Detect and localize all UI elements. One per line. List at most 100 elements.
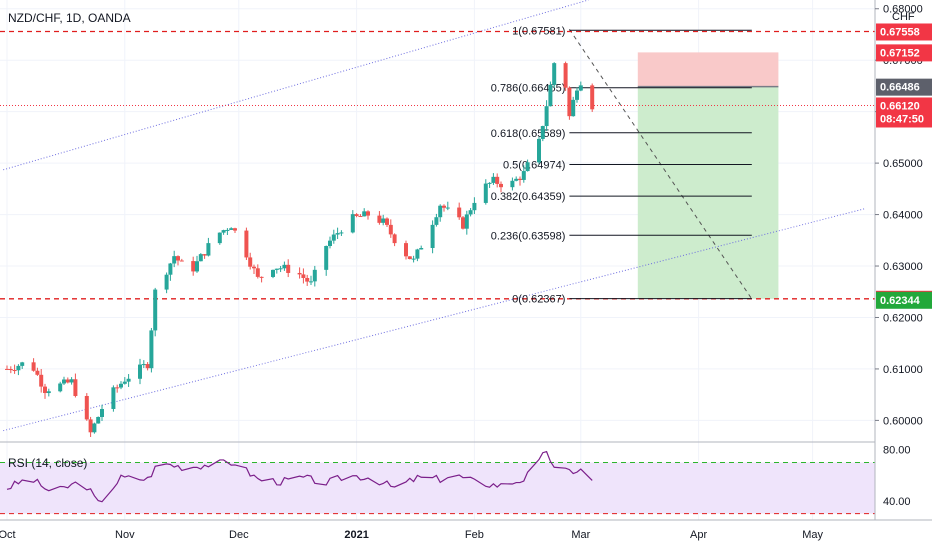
candle-body xyxy=(100,408,104,417)
candle-body xyxy=(252,266,256,269)
candle-body xyxy=(514,178,519,181)
price-badge xyxy=(876,97,932,128)
candle-body xyxy=(172,256,177,264)
time-tick-label: Apr xyxy=(690,529,707,541)
candle-body xyxy=(297,272,302,275)
rsi-tick-label: 40.00 xyxy=(883,496,911,508)
candle-body xyxy=(388,224,393,235)
price-badge xyxy=(876,78,932,96)
candle-body xyxy=(282,264,287,269)
candle-body xyxy=(115,387,120,389)
fib-label: 0.5(0.64974) xyxy=(503,159,565,171)
time-tick-label: May xyxy=(802,529,823,541)
candle-body xyxy=(225,229,230,231)
candle-body xyxy=(274,268,279,270)
candle-body xyxy=(385,218,389,225)
candle-body xyxy=(518,178,522,180)
candle-body xyxy=(495,176,500,184)
candle-body xyxy=(457,207,462,218)
grid xyxy=(0,0,875,520)
candle-body xyxy=(168,263,173,275)
candle-body xyxy=(202,254,207,256)
candle-body xyxy=(149,330,154,369)
candle-body xyxy=(62,379,66,384)
chart-title: NZD/CHF, 1D, OANDA xyxy=(8,11,131,25)
price-tick-label: 0.61000 xyxy=(883,364,923,376)
candle-body xyxy=(8,369,13,371)
candle-body xyxy=(442,205,446,208)
rsi-tick-label: 80.00 xyxy=(883,445,911,457)
price-tick-label: 0.64000 xyxy=(883,210,923,222)
candle-body xyxy=(259,276,264,278)
candle-body xyxy=(20,362,25,366)
price-badge-text: 0.67558 xyxy=(880,26,920,38)
fib-label: 0.786(0.66465) xyxy=(491,83,566,95)
candle-body xyxy=(46,391,51,394)
candle-body xyxy=(362,211,367,217)
price-tick-label: 0.62000 xyxy=(883,312,923,324)
candle-body xyxy=(221,230,226,233)
candle-body xyxy=(195,261,199,272)
candle-body xyxy=(354,214,359,217)
candle-body xyxy=(575,90,579,100)
time-tick-label: Feb xyxy=(465,529,484,541)
candle-body xyxy=(278,268,283,270)
candle-body xyxy=(540,126,545,139)
candle-body xyxy=(286,264,291,273)
price-badge xyxy=(876,291,932,309)
candle-body xyxy=(198,254,203,262)
rsi-band xyxy=(0,462,875,514)
time-tick-label: 2021 xyxy=(344,529,368,541)
candle-body xyxy=(483,183,488,203)
candle-body xyxy=(84,395,89,420)
candle-body xyxy=(537,138,541,163)
candle-body xyxy=(548,84,553,107)
candle-body xyxy=(590,85,595,110)
candle-body xyxy=(392,234,397,244)
trendline xyxy=(3,0,589,171)
price-tick-label: 0.63000 xyxy=(883,261,923,273)
fib-label: 0.236(0.63598) xyxy=(491,230,566,242)
candle-body xyxy=(233,228,237,231)
candle-body xyxy=(164,274,169,290)
candle-body xyxy=(58,383,63,392)
candle-body xyxy=(305,277,310,282)
candle-body xyxy=(552,63,557,85)
candle-body xyxy=(430,224,435,249)
candle-body xyxy=(217,232,222,244)
stop-zone xyxy=(637,52,779,87)
candle-body xyxy=(544,106,549,127)
price-badge-text: 0.66486 xyxy=(880,82,920,94)
candle-body xyxy=(335,233,340,235)
candle-body xyxy=(472,202,477,211)
candle-body xyxy=(301,274,306,278)
candle-body xyxy=(141,364,146,366)
candle-body xyxy=(31,362,36,371)
candle-body xyxy=(366,211,370,216)
candle-body xyxy=(578,85,583,91)
price-tick-label: 0.65000 xyxy=(883,158,923,170)
time-tick-label: Nov xyxy=(115,529,135,541)
candle-body xyxy=(96,416,101,424)
candle-body xyxy=(309,281,313,283)
candle-body xyxy=(510,180,515,188)
candle-body xyxy=(73,379,78,396)
candle-body xyxy=(563,63,568,88)
candle-body xyxy=(571,99,576,117)
candle-body xyxy=(407,256,412,260)
candle-body xyxy=(350,214,355,233)
candle-body xyxy=(16,365,21,371)
candle-body xyxy=(39,374,44,387)
candle-body xyxy=(126,378,131,382)
candle-body xyxy=(206,243,211,256)
candle-body xyxy=(119,383,123,388)
candle-body xyxy=(176,256,180,261)
candle-body xyxy=(415,249,420,259)
price-badge-text: 0.67152 xyxy=(880,47,920,59)
candle-body xyxy=(255,268,260,277)
candle-body xyxy=(145,364,150,369)
time-tick-label: Dec xyxy=(229,529,249,541)
candle-body xyxy=(381,218,386,223)
candle-body xyxy=(411,258,416,260)
